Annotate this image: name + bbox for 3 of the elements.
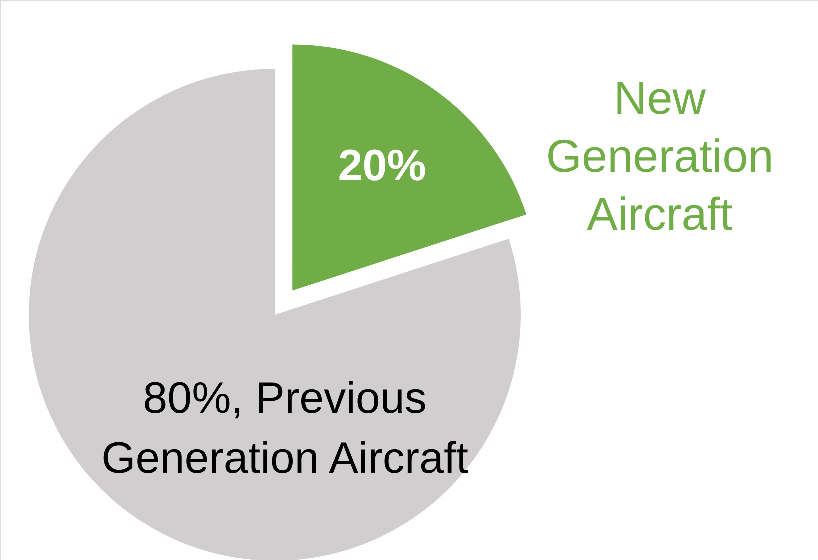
slice-label: 80%, Previous Generation Aircraft xyxy=(102,374,468,483)
data-label: 20% xyxy=(338,141,426,190)
slice-label: New Generation Aircraft xyxy=(546,72,774,240)
